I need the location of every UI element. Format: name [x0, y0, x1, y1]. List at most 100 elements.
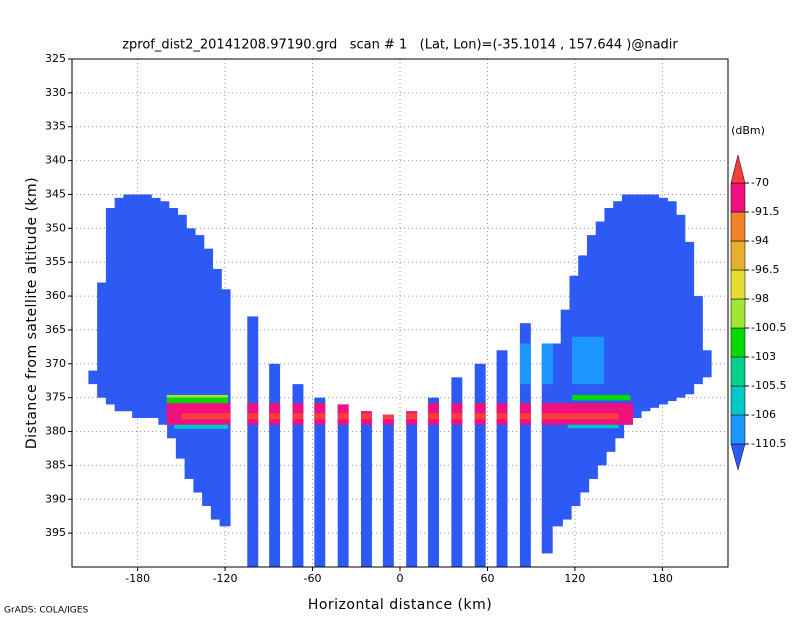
column — [123, 194, 135, 412]
colorbar-low — [730, 443, 746, 471]
column — [202, 248, 214, 507]
x-tick-label: -120 — [213, 572, 238, 585]
y-tick-label: 370 — [45, 357, 66, 370]
band — [567, 424, 619, 429]
column — [88, 370, 100, 385]
plot-area — [88, 194, 712, 567]
column — [184, 228, 196, 479]
colorbar-tick-label: -98 — [751, 292, 769, 305]
x-axis-label: Horizontal distance (km) — [308, 597, 492, 613]
column — [674, 214, 686, 398]
y-tick-label: 380 — [45, 425, 66, 438]
column — [158, 201, 170, 425]
column — [639, 194, 651, 412]
column — [551, 343, 563, 527]
colorbar-tick-label: -70 — [751, 176, 769, 189]
colorbar-segment — [730, 356, 746, 387]
y-tick-label: 335 — [45, 120, 66, 133]
column — [97, 282, 109, 398]
band — [166, 394, 228, 398]
colorbar-segment — [730, 182, 746, 213]
colorbar-tick-label: -105.5 — [751, 379, 786, 392]
colorbar-segment — [730, 269, 746, 300]
band — [572, 394, 631, 401]
x-tick-label: 120 — [564, 572, 585, 585]
y-tick-label: 340 — [45, 154, 66, 167]
column — [700, 350, 712, 378]
column — [474, 363, 486, 567]
footer: GrADS: COLA/IGES — [4, 606, 88, 616]
column — [428, 397, 439, 567]
column — [406, 411, 418, 567]
column — [175, 214, 187, 459]
column — [210, 268, 222, 520]
plot-frame — [71, 58, 729, 568]
y-tick-label: 375 — [45, 391, 66, 404]
band — [166, 397, 228, 404]
column — [292, 384, 304, 567]
colorbar-tick-label: -110.5 — [751, 437, 786, 450]
column — [613, 201, 625, 439]
y-tick-label: 345 — [45, 187, 66, 200]
column — [269, 363, 281, 567]
column — [621, 194, 633, 425]
colorbar-tick-label: -100.5 — [751, 321, 786, 334]
column — [140, 194, 152, 418]
colorbar-segment — [730, 211, 746, 242]
column — [683, 241, 695, 395]
chart-title: zprof_dist2_20141208.97190.grd scan # 1 … — [122, 38, 678, 53]
column — [541, 343, 553, 554]
column — [149, 197, 161, 418]
column — [337, 404, 349, 567]
colorbar-tick-label: -106 — [751, 408, 776, 421]
x-tick-label: 0 — [397, 572, 404, 585]
y-tick-label: 365 — [45, 323, 66, 336]
column — [665, 201, 677, 402]
colorbar-label: (dBm) — [731, 124, 765, 137]
column — [247, 316, 259, 567]
y-tick-label: 350 — [45, 221, 66, 234]
y-tick-label: 360 — [45, 289, 66, 302]
x-tick-label: 60 — [480, 572, 494, 585]
y-tick-label: 395 — [45, 526, 66, 539]
column — [382, 414, 394, 567]
y-tick-label: 390 — [45, 492, 66, 505]
column — [648, 194, 660, 408]
column — [604, 208, 616, 452]
y-tick-label: 355 — [45, 255, 66, 268]
colorbar-segment — [730, 414, 746, 445]
x-tick-label: -60 — [304, 572, 322, 585]
y-tick-label: 330 — [45, 86, 66, 99]
column — [105, 208, 117, 405]
column — [569, 275, 581, 507]
colorbar-tick-label: -103 — [751, 350, 776, 363]
colorbar-tick-label: -96.5 — [751, 263, 779, 276]
band — [174, 424, 228, 429]
column — [451, 377, 463, 567]
colorbar-segment — [730, 240, 746, 271]
column — [167, 208, 179, 439]
x-tick-label: -180 — [125, 572, 150, 585]
column — [496, 350, 508, 567]
band — [572, 336, 605, 385]
y-tick-label: 325 — [45, 52, 66, 65]
column — [114, 197, 126, 412]
y-axis-label: Distance from satellite altitude (km) — [24, 177, 40, 449]
colorbar-tick-label: -94 — [751, 234, 769, 247]
column — [361, 411, 372, 567]
colorbar-segment — [730, 327, 746, 358]
y-tick-label: 385 — [45, 458, 66, 471]
column — [656, 197, 668, 405]
column — [193, 235, 205, 493]
band — [181, 413, 619, 420]
column — [314, 397, 326, 567]
colorbar-segment — [730, 298, 746, 329]
column — [519, 323, 531, 567]
colorbar-tick-label: -91.5 — [751, 205, 779, 218]
column — [691, 296, 703, 385]
column — [132, 194, 144, 418]
column — [630, 194, 642, 418]
colorbar-segment — [730, 385, 746, 416]
colorbar-high — [730, 154, 746, 184]
